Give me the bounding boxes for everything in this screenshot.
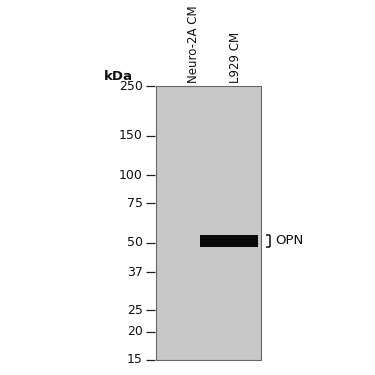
Text: 250: 250 bbox=[118, 80, 142, 93]
Text: 20: 20 bbox=[127, 326, 142, 339]
Text: 150: 150 bbox=[118, 129, 142, 142]
Bar bbox=[203, 235, 223, 248]
Text: 25: 25 bbox=[127, 304, 142, 317]
Text: 100: 100 bbox=[118, 169, 142, 182]
Text: 50: 50 bbox=[126, 236, 142, 249]
Bar bbox=[200, 235, 258, 247]
Bar bbox=[200, 235, 258, 248]
Text: kDa: kDa bbox=[104, 70, 133, 83]
Text: Neuro-2A CM: Neuro-2A CM bbox=[187, 6, 200, 83]
Text: 75: 75 bbox=[126, 197, 142, 210]
Bar bbox=[156, 86, 261, 360]
Text: OPN: OPN bbox=[276, 234, 304, 248]
Bar bbox=[205, 235, 219, 248]
Text: L929 CM: L929 CM bbox=[229, 32, 242, 83]
Text: 15: 15 bbox=[127, 354, 142, 366]
Text: 37: 37 bbox=[127, 266, 142, 279]
